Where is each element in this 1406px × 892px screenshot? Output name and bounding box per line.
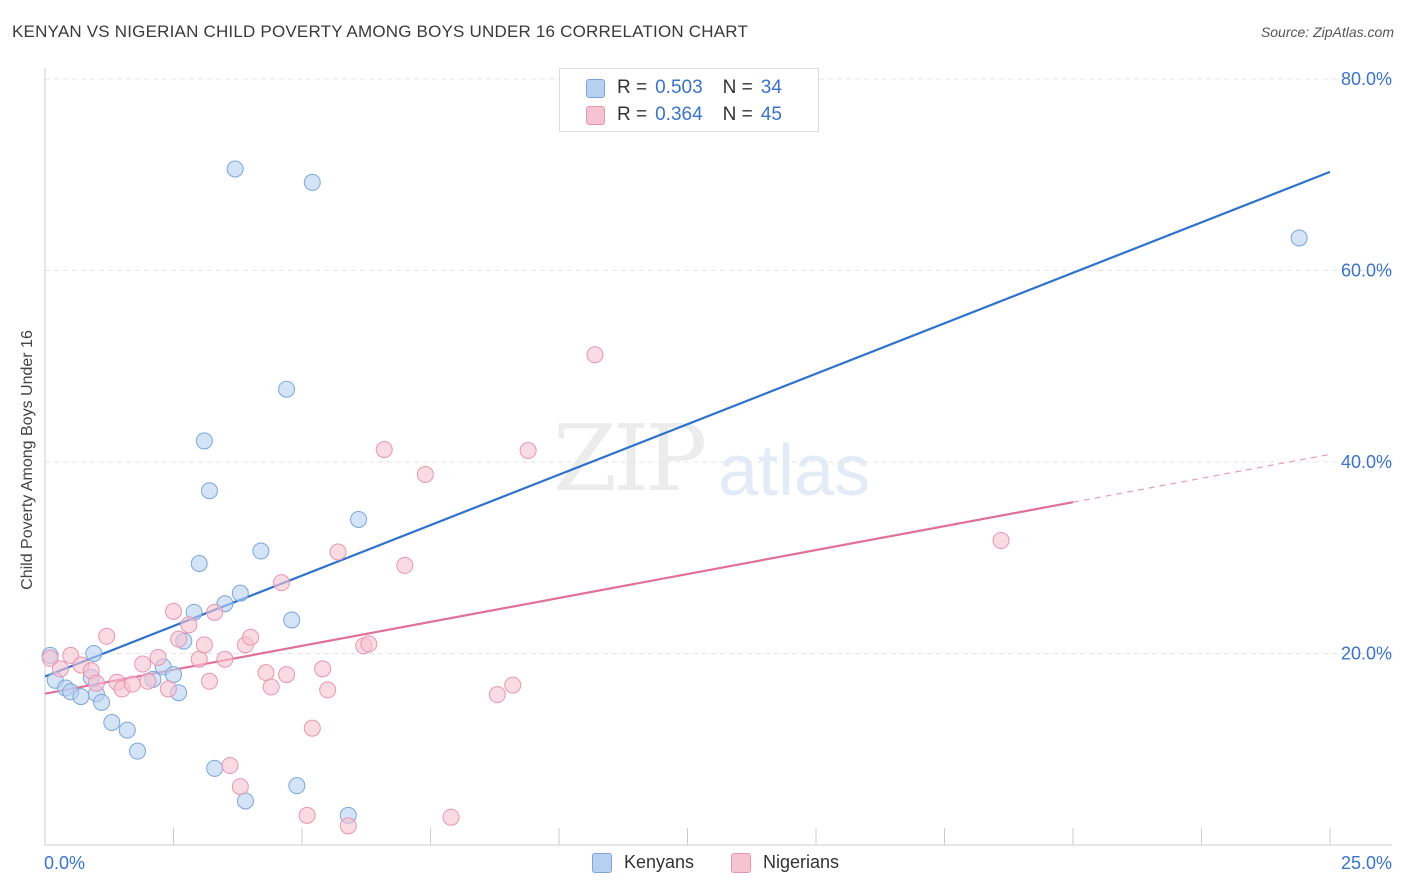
kenyan-point [283, 611, 301, 629]
kenyan-point [236, 792, 254, 810]
nigerian-point [134, 655, 152, 673]
data-points [41, 160, 1308, 835]
y-tick-label: 40.0% [1341, 452, 1392, 472]
nigerian-point [992, 532, 1010, 550]
x-tick-label-min: 0.0% [44, 853, 85, 873]
nigerian-point [242, 628, 260, 646]
nigerian-point [180, 616, 198, 634]
nigerian-point [98, 627, 116, 645]
watermark-atlas: atlas [718, 431, 871, 511]
nigerians-label: Nigerians [763, 852, 840, 872]
legend-swatch-blue [586, 78, 605, 98]
nigerian-point [278, 666, 296, 684]
nigerian-point [329, 543, 347, 561]
legend-r-value: 0.503 [655, 77, 703, 98]
axes [44, 68, 1392, 846]
kenyans-label: Kenyans [624, 852, 695, 872]
legend-r-value: 0.364 [655, 104, 703, 125]
nigerian-point [165, 602, 182, 620]
y-tick-label: 60.0% [1341, 261, 1392, 281]
nigerian-point [375, 441, 393, 459]
nigerian-point [262, 678, 280, 696]
nigerian-point [200, 672, 218, 690]
nigerian-point [396, 556, 414, 574]
tick-labels: 20.0% 40.0% 60.0% 80.0% 0.0% 25.0% [44, 69, 1392, 873]
nigerian-point [319, 681, 337, 699]
kenyan-point [350, 510, 368, 528]
nigerians-swatch [731, 852, 751, 873]
x-tick-label-max: 25.0% [1341, 853, 1392, 873]
kenyan-point [303, 173, 321, 191]
y-tick-label: 20.0% [1341, 644, 1392, 664]
nigerian-point [442, 808, 460, 826]
nigerian-point [504, 676, 522, 694]
nigerian-point [170, 630, 188, 648]
watermark-zip: ZIP [553, 405, 707, 512]
correlation-legend: R = 0.503 N = 34 R = 0.364 N = 45 [559, 68, 819, 132]
series-legend: Kenyans Nigerians [0, 852, 1406, 876]
nigerian-point [314, 660, 332, 678]
nigerian-point [206, 603, 224, 621]
nigerian-point [51, 660, 69, 678]
nigerian-point [216, 650, 234, 668]
nigerian-point [586, 346, 604, 364]
kenyans-swatch [592, 852, 612, 873]
nigerian-point [139, 672, 157, 690]
kenyan-point [72, 688, 90, 706]
nigerian-point [416, 465, 434, 483]
nigerian-point [339, 817, 357, 835]
kenyan-point [93, 693, 111, 711]
nigerian-point [221, 757, 239, 775]
kenyan-point [85, 645, 103, 662]
nigerian-point [303, 719, 321, 737]
chart-title: KENYAN VS NIGERIAN CHILD POVERTY AMONG B… [12, 22, 749, 41]
kenyan-point [118, 721, 136, 739]
legend-swatch-pink [586, 105, 605, 125]
legend-r-label: R = [617, 77, 648, 98]
trend-lines [44, 170, 1331, 695]
kenyan-point [226, 160, 244, 178]
kenyan-point [165, 666, 182, 684]
nigerian-point [360, 635, 378, 653]
nigerian-point [272, 574, 290, 592]
y-tick-label: 80.0% [1341, 69, 1392, 89]
nigerian-point [190, 650, 208, 668]
kenyan-trend-line [44, 170, 1331, 678]
nigerian-point [87, 674, 105, 692]
legend-item-nigerians[interactable]: Nigerians [731, 852, 839, 873]
legend-n-value: 45 [760, 104, 782, 125]
legend-row-nigerians: R = 0.364 N = 45 [586, 103, 782, 127]
kenyan-point [200, 482, 218, 500]
nigerian-point [195, 636, 213, 654]
legend-n-value: 34 [760, 77, 782, 98]
kenyan-point [206, 759, 224, 777]
nigerian-point [159, 680, 177, 698]
nigerian-point [298, 806, 316, 824]
nigerian-point [519, 442, 537, 460]
kenyan-point [190, 554, 208, 572]
legend-row-kenyans: R = 0.503 N = 34 [586, 76, 782, 100]
kenyan-point [103, 713, 121, 731]
legend-n-label: N = [722, 77, 753, 98]
kenyan-point [231, 584, 249, 602]
nigerian-point [149, 648, 167, 666]
nigerian-trend-line [44, 501, 1074, 695]
kenyan-point [288, 777, 306, 795]
kenyan-point [129, 742, 147, 760]
legend-r-label: R = [617, 104, 648, 125]
nigerian-point [123, 675, 141, 693]
kenyan-point [1290, 229, 1308, 247]
legend-item-kenyans[interactable]: Kenyans [592, 852, 694, 873]
kenyan-point [278, 380, 296, 398]
kenyan-point [195, 432, 213, 450]
kenyan-point [252, 542, 270, 560]
legend-n-label: N = [722, 104, 753, 125]
source-label: Source: ZipAtlas.com [1260, 24, 1394, 40]
nigerian-point [488, 686, 506, 704]
nigerian-point [257, 664, 275, 682]
nigerian-point [41, 649, 59, 667]
nigerian-point [231, 778, 249, 796]
